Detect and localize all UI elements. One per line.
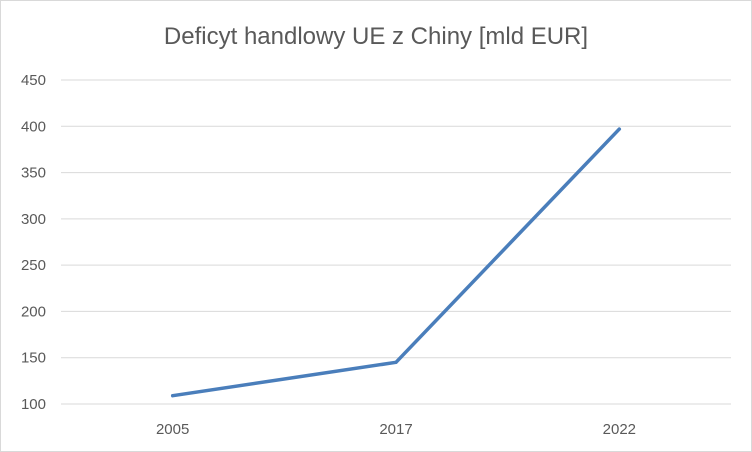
y-tick-label: 450	[21, 72, 46, 89]
y-tick-label: 150	[21, 350, 46, 367]
y-tick-label: 100	[21, 396, 46, 413]
x-axis-ticks: 2005 2017 2022	[156, 421, 636, 438]
gridlines	[61, 79, 731, 405]
chart-title: Deficyt handlowy UE z Chiny [mld EUR]	[163, 23, 589, 50]
y-tick-label: 350	[21, 165, 46, 182]
y-tick-label: 200	[21, 303, 46, 320]
x-tick-label: 2022	[603, 421, 636, 438]
data-point-2005	[171, 394, 175, 398]
series-layer	[170, 127, 622, 398]
data-point-2022	[617, 127, 621, 131]
x-tick-label: 2005	[156, 421, 189, 438]
y-axis-ticks: 100 150 200 250 300 350 400 450	[21, 72, 46, 413]
y-tick-label: 400	[21, 118, 46, 135]
y-tick-label: 300	[21, 211, 46, 228]
y-tick-label: 250	[21, 257, 46, 274]
data-point-2017	[394, 360, 398, 364]
series-line	[170, 127, 622, 398]
x-tick-label: 2017	[379, 421, 412, 438]
